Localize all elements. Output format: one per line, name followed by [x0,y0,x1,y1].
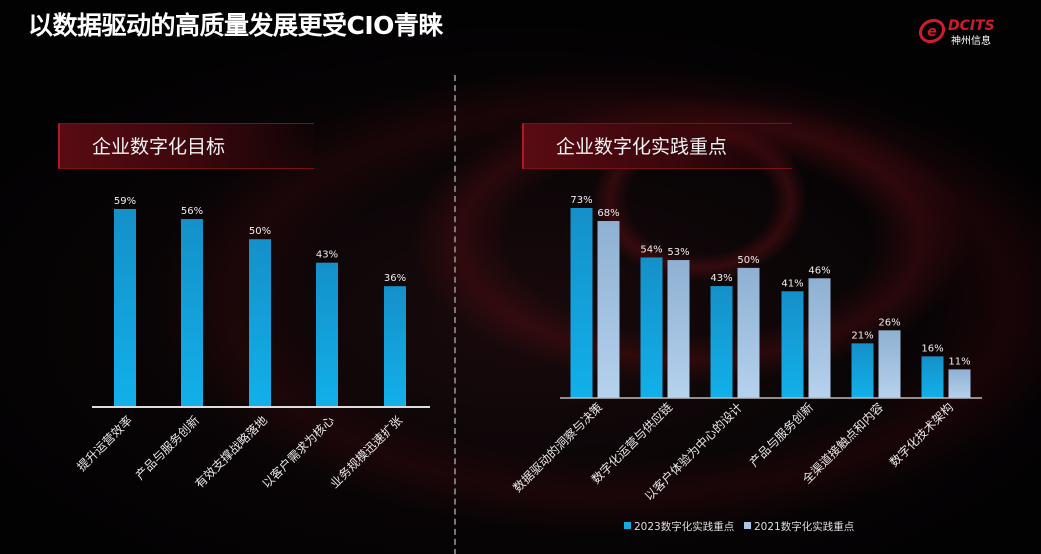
category-label: 产品与服务创新 [746,400,816,470]
legend: 2023数字化实践重点 2021数字化实践重点 [624,520,854,533]
bar [249,239,271,407]
category-label: 业务规模迅速扩张 [327,413,405,491]
data-label: 46% [808,265,830,276]
legend-label-2021: 2021数字化实践重点 [754,520,854,533]
legend-swatch-2023 [624,522,631,529]
slide-title: 以数据驱动的高质量发展更受CIO青睐 [28,11,443,40]
bar-2023 [921,356,944,398]
bar-2021 [667,260,690,398]
category-label: 数字化技术架构 [886,400,956,470]
bar-2021 [878,330,901,398]
bar-2021 [808,278,831,398]
legend-swatch-2021 [744,522,751,529]
data-label: 43% [710,273,732,284]
bar-2021 [948,369,971,398]
right-chart-header: 企业数字化实践重点 [522,123,792,169]
data-label: 56% [181,206,203,217]
bar [316,262,338,407]
data-label: 41% [781,278,803,289]
data-label: 26% [878,317,900,328]
bar-2023 [781,291,804,398]
data-label: 36% [384,273,406,284]
bar-2023 [640,257,663,398]
data-label: 54% [640,244,662,255]
svg-text:e: e [927,24,937,40]
bar [384,286,406,407]
data-label: 53% [667,247,689,258]
data-label: 11% [948,356,970,367]
category-label: 有效支撑战略落地 [192,413,270,491]
logo-subtext: 神州信息 [951,34,991,47]
data-label: 68% [597,208,619,219]
category-label: 提升运营效率 [74,413,136,475]
data-label: 50% [737,255,759,266]
data-label: 73% [570,195,592,206]
data-label: 43% [316,250,338,261]
bar-2021 [597,221,620,398]
category-label: 产品与服务创新 [132,413,202,483]
left-bar-chart: 59% 提升运营效率 56% 产品与服务创新 50% 有效支撑战略落地 43% 以客户需求为核… [74,196,430,491]
dashed-divider [454,75,456,554]
category-label: 以客户需求为核心 [259,413,337,491]
legend-label-2023: 2023数字化实践重点 [634,520,734,533]
data-label: 21% [851,330,873,341]
bar [181,219,203,407]
logo-text: DCITS [948,18,995,34]
bar [114,209,136,407]
bar-2021 [737,267,760,398]
category-label: 数据驱动的洞察与决策 [510,400,605,495]
bar-2023 [851,343,874,398]
data-label: 50% [249,226,271,237]
data-label: 16% [921,343,943,354]
data-label: 59% [114,196,136,207]
bar-2023 [570,208,593,398]
bar-2023 [710,286,733,398]
dcits-logo: e DCITS 神州信息 [918,18,995,47]
left-chart-header: 企业数字化目标 [58,123,314,169]
